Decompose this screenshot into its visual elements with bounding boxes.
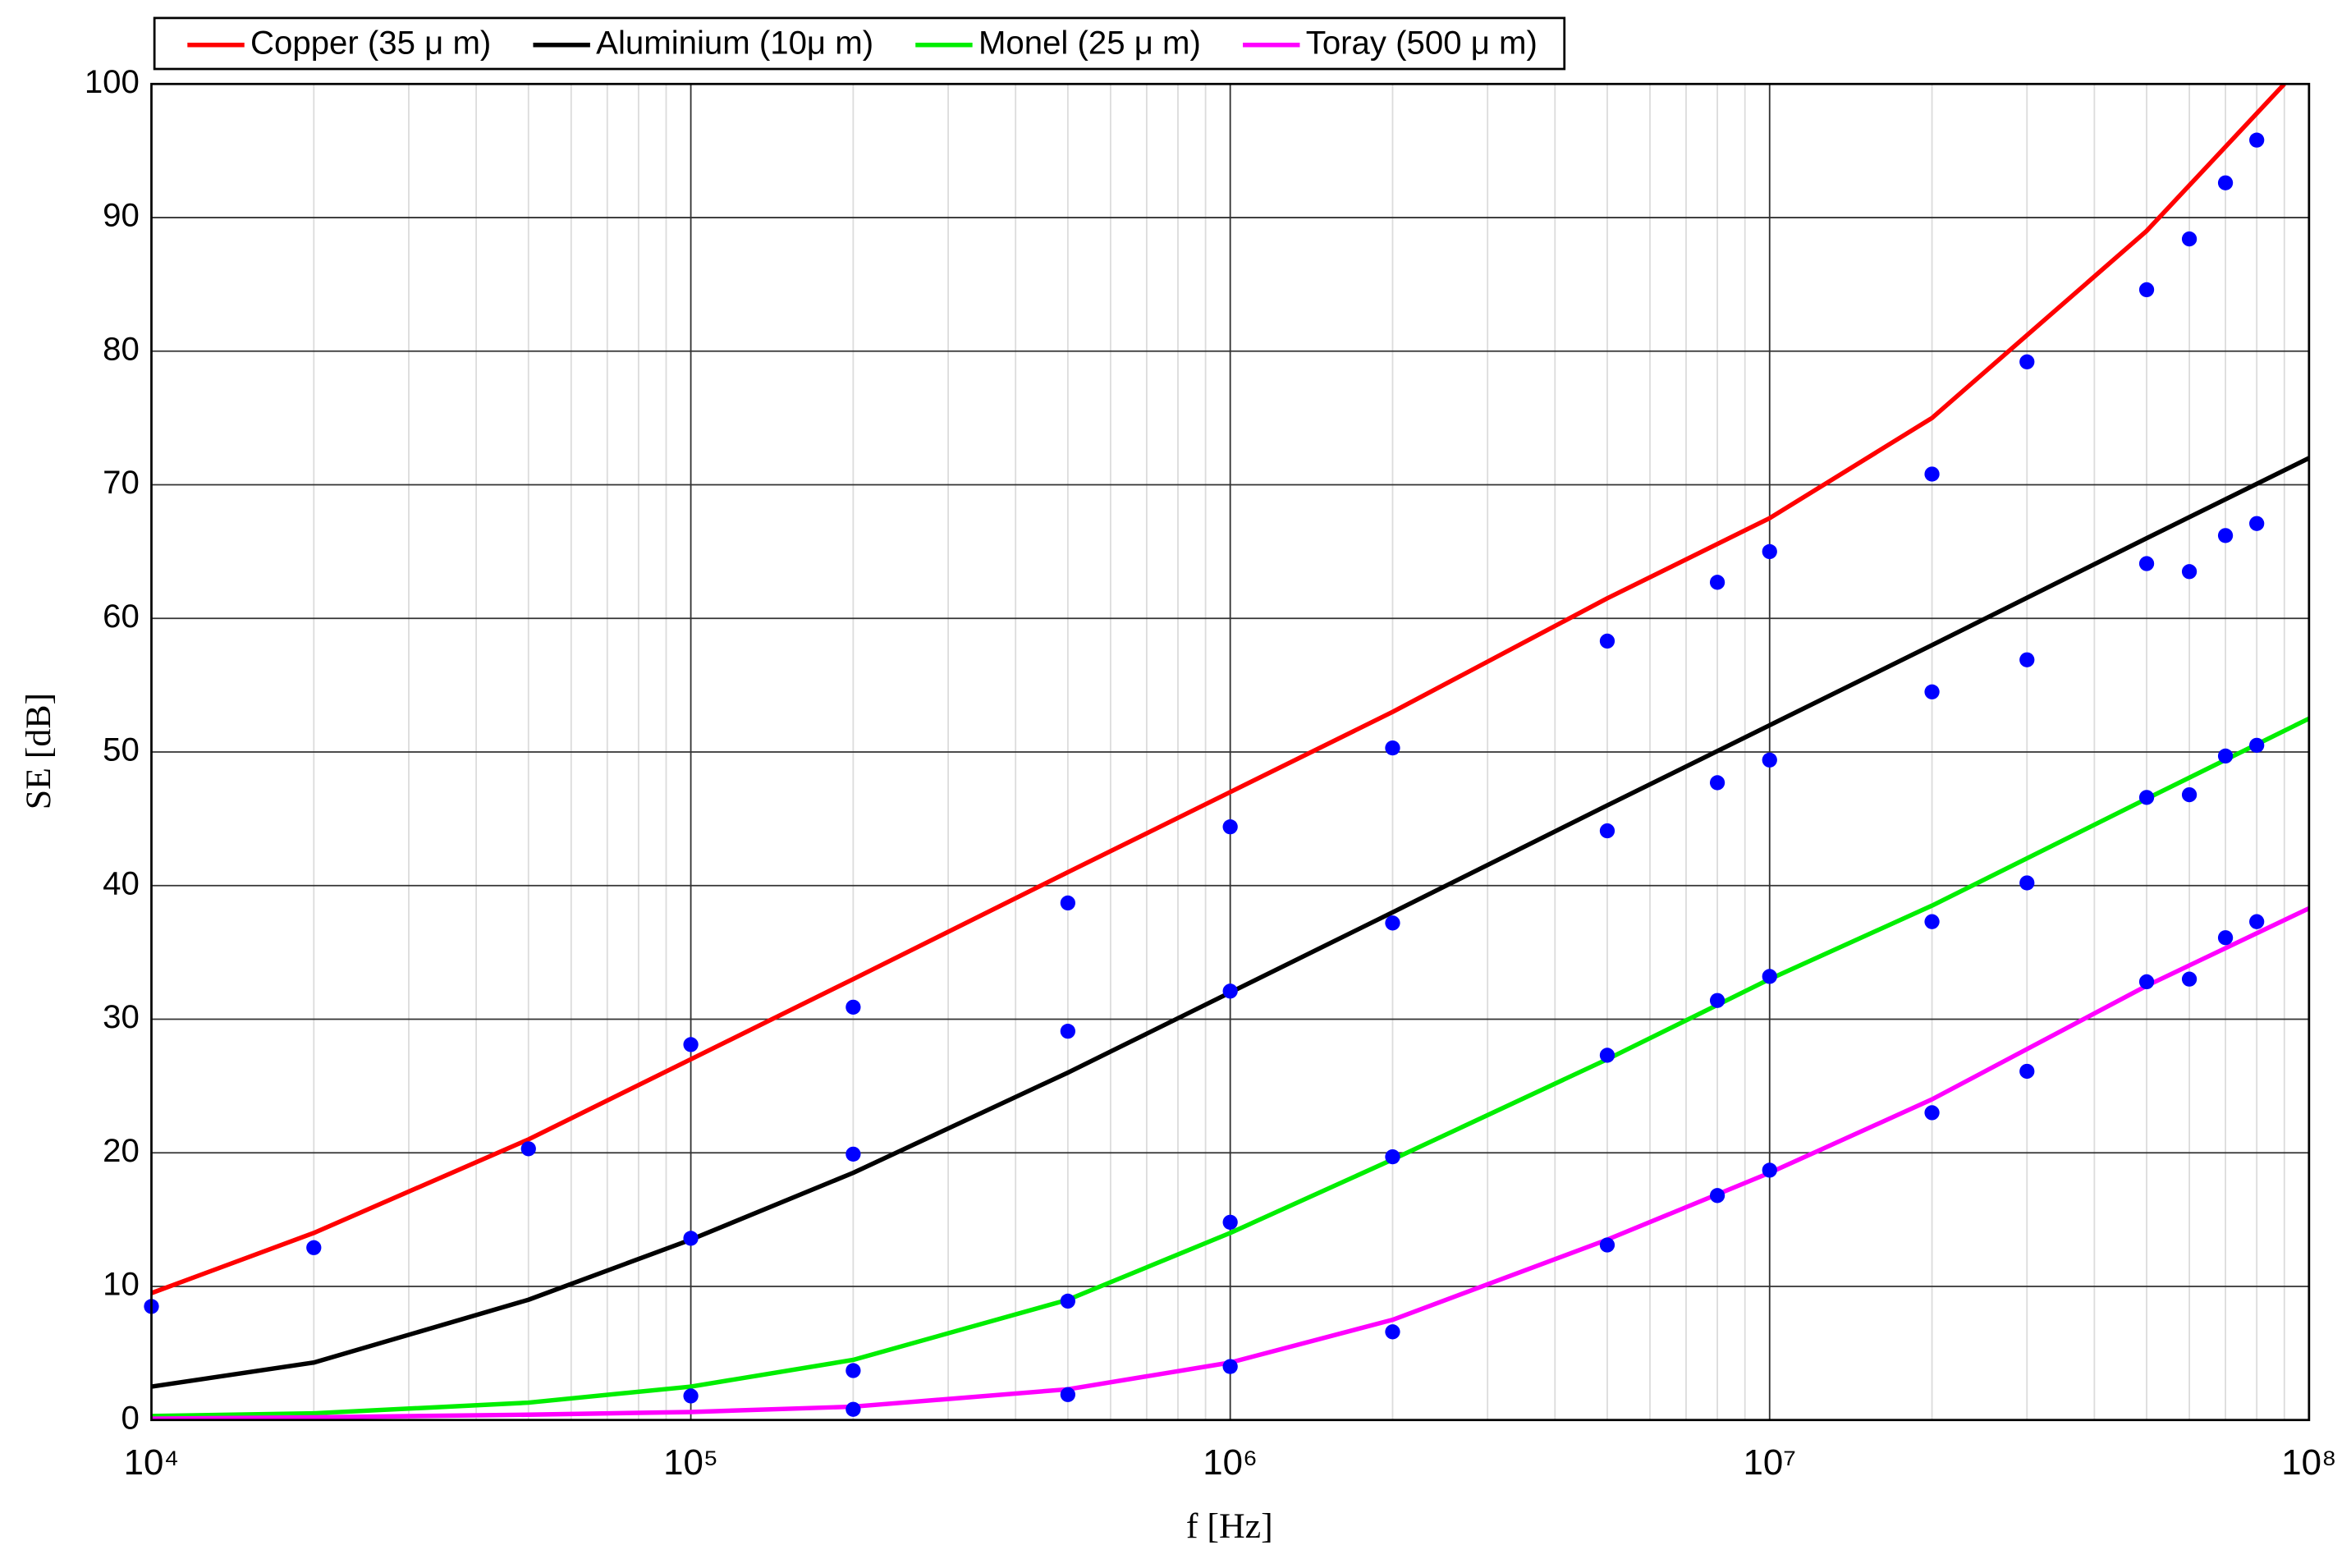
y-axis-label: SE [dB] [19,693,58,809]
data-point [2217,528,2234,543]
data-point [2181,564,2197,580]
data-point [1599,823,1615,839]
series-line [151,84,2286,1295]
data-point [1924,684,1940,699]
x-tick-label: 10⁶ [1203,1442,1258,1483]
plot-frame [150,82,2311,1422]
data-point [1924,466,1940,482]
data-point [2217,748,2234,764]
data-point [1709,993,1725,1008]
x-tick-label: 10⁸ [2281,1442,2336,1483]
data-point [846,1146,861,1162]
data-point [683,1388,699,1404]
data-point [683,1231,699,1246]
data-point [1924,1105,1940,1121]
data-point [2019,875,2035,891]
legend-box [153,16,1566,71]
legend-label: Monel (25 μ m) [978,24,1201,61]
labels: 0 10 20 30 40 50 60 70 80 90 100 10⁴ 10⁵ 10⁶ 10⁷ 10⁸ [85,63,2337,1483]
data-point [1709,575,1725,590]
x-tick-label: 10⁵ [663,1442,718,1483]
data-point [1385,740,1400,756]
y-tick-label: 20 [103,1132,140,1169]
data-point [1060,1024,1075,1039]
data-point [2217,175,2234,190]
data-point [520,1141,536,1157]
data-point [846,1401,861,1417]
y-tick-label: 10 [103,1266,140,1303]
data-point [1385,1148,1400,1165]
y-tick-label: 90 [103,197,140,234]
data-point [2138,556,2155,571]
data-point [2181,786,2197,803]
data-point [1599,1048,1615,1063]
legend-label: Copper (35 μ m) [250,24,491,61]
data-point [2138,790,2155,805]
data-point [306,1240,322,1255]
data-point [1060,895,1075,911]
y-tick-label: 100 [85,63,140,100]
data-point [1762,1162,1777,1178]
series-line [151,716,2309,1419]
data-point [1222,1214,1238,1230]
data-point [1762,752,1777,768]
x-tick-label: 10⁷ [1743,1442,1796,1483]
data-point [1222,983,1238,999]
data-point [1924,914,1940,929]
x-axis-label: f [Hz] [1186,1506,1273,1546]
data-point [2019,652,2035,667]
legend-label: Aluminium (10μ m) [596,24,873,61]
data-point [1060,1293,1075,1309]
data-point [2138,282,2155,298]
y-tick-label: 50 [103,731,140,768]
data-point [2019,1063,2035,1080]
data-point [1385,1324,1400,1340]
scatter-layer [144,132,2265,1417]
data-point [1762,543,1777,560]
y-tick-label: 0 [121,1399,140,1436]
legend: Copper (35 μ m) Aluminium (10μ m) Monel (2… [153,16,1566,71]
data-point [846,999,861,1015]
y-tick-label: 70 [103,464,140,501]
data-point [1709,775,1725,791]
data-point [1762,969,1777,984]
data-point [2249,516,2265,531]
data-point [1222,1359,1238,1374]
legend-label: Toray (500 μ m) [1306,24,1538,61]
data-point [683,1037,699,1052]
y-tick-label: 30 [103,998,140,1035]
data-point [1222,819,1238,835]
data-point [1599,633,1615,649]
y-tick-label: 60 [103,598,140,635]
data-point [2249,737,2265,753]
data-point [1709,1188,1725,1204]
x-tick-label: 10⁴ [124,1442,180,1483]
y-tick-label: 40 [103,864,140,901]
data-point [2249,914,2265,929]
data-point [1599,1237,1615,1253]
data-point [2181,231,2197,247]
data-point [846,1363,861,1378]
data-point [2181,971,2197,987]
data-point [2217,930,2234,946]
data-point [2019,354,2035,369]
y-tick-label: 80 [103,330,140,367]
data-point [2249,132,2265,148]
data-point [1060,1387,1075,1402]
data-point [1385,915,1400,931]
data-point [2138,974,2155,990]
